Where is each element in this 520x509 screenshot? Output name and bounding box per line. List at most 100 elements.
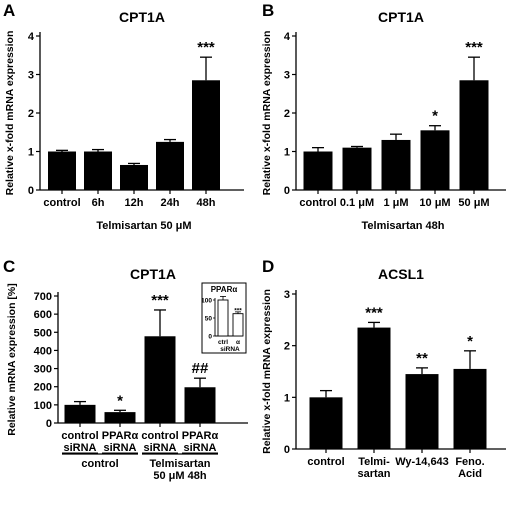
panel-b-ytick-label: 1 bbox=[284, 147, 290, 159]
panel-c-category-label: siRNA bbox=[183, 442, 216, 454]
panel-d-title: ACSL1 bbox=[378, 266, 424, 282]
panel-a-category-label: 24h bbox=[161, 197, 180, 209]
panel-a-significance: *** bbox=[197, 39, 215, 56]
panel-d-ytick-label: 3 bbox=[284, 289, 290, 301]
panel-c-significance: *** bbox=[151, 292, 169, 309]
panel-c-category-label: control bbox=[61, 430, 98, 442]
panel-b-title: CPT1A bbox=[378, 9, 424, 25]
panel-b-letter: B bbox=[262, 1, 274, 20]
panel-b-ytick-label: 0 bbox=[284, 185, 290, 197]
panel-b-bar bbox=[303, 151, 333, 190]
panel-d-bar bbox=[453, 368, 487, 449]
panel-b-ytick-label: 4 bbox=[284, 31, 291, 43]
panel-b-bar bbox=[420, 130, 450, 190]
panel-a-bar bbox=[120, 164, 148, 190]
panel-c-title: CPT1A bbox=[130, 266, 176, 282]
panel-a-bar bbox=[48, 151, 76, 190]
panel-c-bar bbox=[144, 336, 176, 423]
panel-d-ytick-label: 2 bbox=[284, 341, 290, 353]
panel-a-category-label: 6h bbox=[92, 197, 105, 209]
panel-a-ytick-label: 4 bbox=[28, 31, 35, 43]
panel-b-bar bbox=[381, 139, 411, 190]
panel-d-category-label: Feno. bbox=[455, 456, 484, 468]
panel-a-ytick-label: 1 bbox=[28, 147, 34, 159]
panel-a-title: CPT1A bbox=[119, 9, 165, 25]
panel-a-bar bbox=[84, 151, 112, 190]
panel-d-category-label: sartan bbox=[357, 468, 390, 480]
panel-b-bar bbox=[342, 147, 372, 190]
panel-d-ylabel: Relative x-fold mRNA expression bbox=[261, 289, 273, 454]
panel-c-category-label: siRNA bbox=[63, 442, 96, 454]
panel-c-group-label: control bbox=[81, 458, 118, 470]
panel-c-ytick-label: 300 bbox=[34, 364, 52, 376]
panel-b-ylabel: Relative x-fold mRNA expression bbox=[261, 31, 273, 196]
panel-c-inset-bar bbox=[232, 313, 244, 337]
panel-c-group-label: Telmisartan bbox=[150, 458, 211, 470]
panel-b-category-label: control bbox=[299, 197, 336, 209]
panel-c-inset-ytick-label: 100 bbox=[201, 298, 212, 305]
panel-b-category-label: 0.1 μM bbox=[340, 197, 374, 209]
panel-b-category-label: 10 μM bbox=[419, 197, 450, 209]
panel-c-inset-significance: *** bbox=[234, 308, 242, 315]
panel-b-category-label: 1 μM bbox=[383, 197, 408, 209]
panel-a-ytick-label: 0 bbox=[28, 185, 34, 197]
panel-c-category-label: siRNA bbox=[143, 442, 176, 454]
panel-c-ytick-label: 700 bbox=[34, 291, 52, 303]
panel-c-category-label: control bbox=[141, 430, 178, 442]
panel-d-category-label: Telmi- bbox=[358, 456, 390, 468]
panel-a-ytick-label: 3 bbox=[28, 70, 34, 82]
panel-c-significance: * bbox=[117, 392, 123, 409]
panel-c-ylabel: Relative mRNA expression [%] bbox=[6, 283, 18, 436]
panel-c-inset-xlabel: siRNA bbox=[220, 346, 240, 353]
panel-b-significance: *** bbox=[465, 39, 483, 56]
panel-a-category-label: control bbox=[43, 197, 80, 209]
panel-c-bar bbox=[64, 404, 96, 423]
panel-d-significance: * bbox=[467, 333, 473, 350]
panel-c-inset-ytick-label: 0 bbox=[208, 334, 212, 341]
panel-a-bar bbox=[156, 141, 184, 190]
panel-c-ytick-label: 400 bbox=[34, 345, 52, 357]
panel-c-significance: ## bbox=[192, 360, 209, 377]
panel-a-category-label: 12h bbox=[125, 197, 144, 209]
panel-c-inset-ytick-label: 50 bbox=[205, 316, 213, 323]
panel-c-ytick-label: 100 bbox=[34, 400, 52, 412]
panel-c-category-label: PPARα bbox=[102, 430, 139, 442]
panel-b-ytick-label: 2 bbox=[284, 108, 290, 120]
panel-b-xlabel: Telmisartan 48h bbox=[362, 220, 445, 232]
panel-d-significance: ** bbox=[416, 350, 428, 367]
panel-d-ytick-label: 0 bbox=[284, 444, 290, 456]
panel-a-xlabel: Telmisartan 50 μM bbox=[96, 220, 191, 232]
panel-b-category-label: 50 μM bbox=[458, 197, 489, 209]
panel-c-ytick-label: 500 bbox=[34, 327, 52, 339]
panel-c-inset-bar bbox=[217, 299, 229, 337]
panel-c-category-label: siRNA bbox=[103, 442, 136, 454]
panel-d-category-label: Wy-14,643 bbox=[395, 456, 449, 468]
panel-c-inset-title: PPARα bbox=[211, 285, 238, 294]
panel-c-group-label: 50 μM 48h bbox=[153, 470, 206, 482]
panel-b-ytick-label: 3 bbox=[284, 70, 290, 82]
panel-d-letter: D bbox=[262, 257, 274, 276]
panel-c-category-label: PPARα bbox=[182, 430, 219, 442]
panel-d-bar bbox=[405, 374, 439, 449]
panel-c-inset-category-label: α bbox=[236, 339, 240, 346]
panel-c-letter: C bbox=[3, 257, 15, 276]
panel-a-letter: A bbox=[3, 1, 15, 20]
panel-d-ytick-label: 1 bbox=[284, 392, 290, 404]
panel-c-inset-category-label: ctrl bbox=[218, 339, 228, 346]
panel-c-ytick-label: 0 bbox=[46, 418, 52, 430]
panel-b-significance: * bbox=[432, 108, 438, 125]
panel-c-bar bbox=[184, 387, 216, 423]
panel-d-category-label: Acid bbox=[458, 468, 482, 480]
panel-a-bar bbox=[192, 80, 220, 190]
panel-b-bar bbox=[459, 80, 489, 190]
panel-c-bar bbox=[104, 412, 136, 423]
panel-a-ylabel: Relative x-fold mRNA expression bbox=[4, 31, 16, 196]
panel-d-bar bbox=[357, 327, 391, 449]
panel-a-ytick-label: 2 bbox=[28, 108, 34, 120]
panel-d-category-label: control bbox=[307, 456, 344, 468]
panel-d-significance: *** bbox=[365, 304, 383, 321]
panel-a-category-label: 48h bbox=[197, 197, 216, 209]
panel-d-bar bbox=[309, 397, 343, 449]
panel-c-ytick-label: 600 bbox=[34, 309, 52, 321]
